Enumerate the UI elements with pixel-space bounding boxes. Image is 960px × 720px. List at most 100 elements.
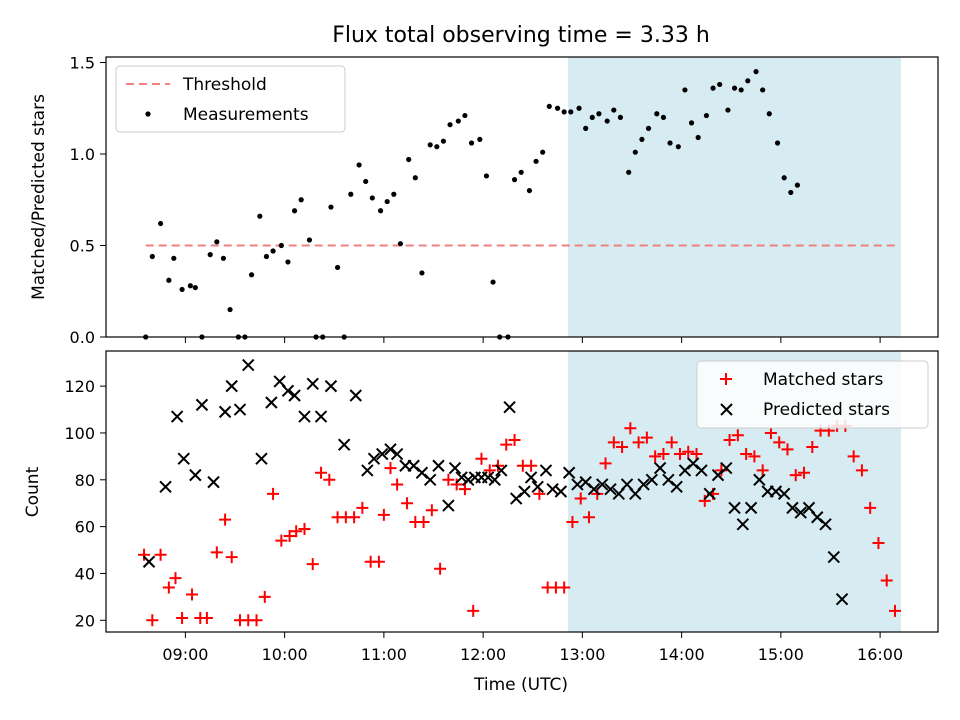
matched-star-point bbox=[764, 426, 777, 439]
top-y-tick-label: 1.0 bbox=[70, 145, 95, 164]
matched-star-point bbox=[723, 433, 736, 446]
measurement-point bbox=[611, 107, 617, 113]
matched-star-point bbox=[500, 438, 513, 451]
measurement-point bbox=[377, 208, 384, 214]
bottom-plot-area bbox=[138, 358, 901, 627]
predicted-star-point bbox=[384, 443, 397, 456]
measurement-point bbox=[589, 114, 595, 120]
predicted-star-point bbox=[242, 358, 255, 372]
predicted-star-point bbox=[728, 501, 741, 515]
matched-star-point bbox=[146, 614, 159, 627]
matched-star-point bbox=[434, 562, 447, 575]
measurement-point bbox=[447, 122, 453, 128]
measurement-point bbox=[192, 284, 198, 291]
matched-star-point bbox=[283, 529, 296, 542]
predicted-star-point bbox=[265, 396, 278, 409]
predicted-star-point bbox=[637, 478, 650, 491]
legend-matched-label: Matched stars bbox=[763, 370, 883, 390]
matched-star-point bbox=[673, 448, 686, 461]
measurement-point bbox=[363, 178, 369, 185]
measurement-point bbox=[717, 81, 723, 88]
measurement-point bbox=[766, 111, 772, 117]
predicted-star-point bbox=[233, 403, 247, 416]
matched-star-point bbox=[558, 581, 571, 594]
predicted-star-point bbox=[288, 389, 301, 402]
measurement-point bbox=[753, 69, 759, 75]
matched-star-point bbox=[377, 508, 390, 521]
matched-star-point bbox=[450, 478, 463, 491]
measurement-point bbox=[688, 120, 695, 126]
predicted-star-point bbox=[361, 464, 374, 477]
x-tick-label: 12:00 bbox=[460, 645, 506, 664]
top-y-axis: 0.0 0.5 1.0 1.5 bbox=[70, 53, 106, 347]
bottom-y-tick-label: 60 bbox=[75, 518, 95, 537]
measurement-point bbox=[731, 85, 738, 91]
legend-threshold-label: Threshold bbox=[182, 75, 267, 95]
matched-star-point bbox=[789, 469, 802, 482]
measurement-point bbox=[468, 140, 475, 146]
legend-matched-swatch bbox=[720, 373, 732, 385]
matched-star-point bbox=[372, 555, 385, 568]
top-legend: Threshold Measurements bbox=[115, 65, 346, 133]
bottom-x-axis: 09:00 10:00 11:00 12:00 13:00 14:00 15:00 16:00 bbox=[162, 632, 903, 664]
measurement-point bbox=[710, 85, 716, 91]
top-observing-window bbox=[568, 57, 901, 337]
matched-star-point bbox=[186, 588, 199, 601]
measurement-point bbox=[406, 156, 412, 163]
predicted-star-point bbox=[177, 452, 190, 465]
measurement-point bbox=[298, 197, 304, 203]
measurement-point bbox=[384, 198, 390, 205]
predicted-star-point bbox=[503, 400, 516, 414]
measurement-point bbox=[617, 114, 624, 120]
predicted-star-point bbox=[432, 459, 445, 472]
matched-star-point bbox=[847, 450, 860, 463]
top-panel: 0.0 0.5 1.0 1.5 Matched/Predicted stars Thr… bbox=[29, 53, 939, 347]
predicted-star-point bbox=[518, 485, 531, 498]
predicted-star-point bbox=[337, 438, 351, 451]
matched-star-point bbox=[773, 436, 786, 449]
predicted-star-point bbox=[736, 518, 750, 531]
predicted-star-point bbox=[390, 447, 404, 461]
matched-star-point bbox=[176, 611, 189, 624]
predicted-star-point bbox=[448, 461, 462, 475]
matched-star-point bbox=[698, 494, 711, 507]
predicted-star-point bbox=[324, 379, 338, 393]
matched-star-point bbox=[348, 511, 361, 524]
matched-star-point bbox=[225, 551, 238, 564]
predicted-star-point bbox=[159, 480, 172, 494]
top-legend-box bbox=[115, 65, 346, 133]
measurement-point bbox=[518, 169, 524, 175]
matched-star-point bbox=[682, 445, 695, 458]
predicted-star-point bbox=[225, 379, 238, 393]
matched-star-point bbox=[632, 436, 645, 449]
measurement-point bbox=[546, 103, 552, 110]
matched-star-point bbox=[425, 504, 438, 517]
top-y-tick-label: 0.0 bbox=[70, 328, 95, 347]
predicted-star-point bbox=[794, 506, 807, 519]
measurement-point bbox=[328, 204, 334, 210]
measurement-point bbox=[596, 111, 602, 117]
measurement-point bbox=[561, 109, 567, 115]
matched-star-point bbox=[525, 459, 538, 472]
matched-star-point bbox=[872, 537, 885, 550]
measurement-point bbox=[781, 175, 787, 181]
predicted-star-point bbox=[645, 473, 659, 486]
measurement-point bbox=[179, 286, 185, 293]
matched-star-point bbox=[384, 462, 397, 475]
predicted-star-point bbox=[546, 482, 559, 496]
predicted-star-point bbox=[554, 485, 568, 498]
matched-star-point bbox=[855, 464, 868, 477]
predicted-star-point bbox=[539, 464, 553, 477]
predicted-star-point bbox=[720, 461, 733, 475]
matched-star-point bbox=[740, 448, 753, 461]
measurement-point bbox=[675, 144, 681, 150]
matched-star-point bbox=[657, 448, 670, 461]
matched-star-point bbox=[880, 574, 893, 587]
measurement-point bbox=[348, 191, 354, 197]
matched-star-point bbox=[599, 457, 612, 470]
measurement-point bbox=[626, 169, 632, 175]
matched-star-point bbox=[665, 436, 678, 449]
measurement-point bbox=[568, 109, 574, 115]
measurement-point bbox=[660, 114, 667, 120]
top-y-axis-label: Matched/Predicted stars bbox=[29, 94, 49, 300]
